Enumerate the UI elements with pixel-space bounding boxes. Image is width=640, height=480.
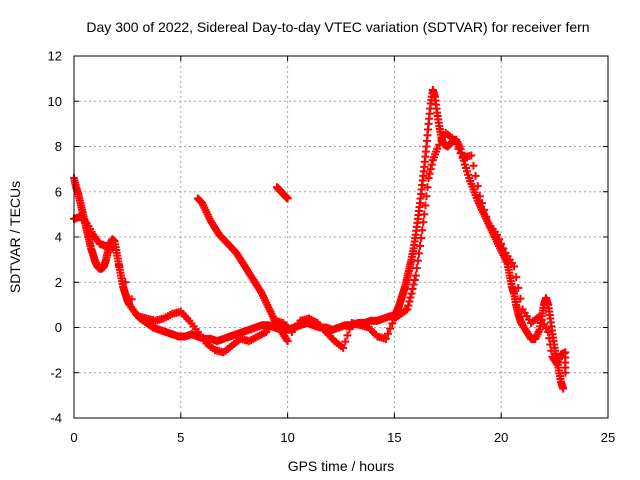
y-tick-label: 2	[55, 275, 62, 290]
data-point	[405, 297, 414, 306]
data-point	[469, 161, 478, 170]
data-point	[424, 174, 433, 183]
data-point	[127, 295, 136, 304]
data-point	[450, 135, 459, 144]
data-point	[401, 306, 410, 315]
data-point	[423, 183, 432, 192]
data-point	[544, 328, 553, 337]
x-tick-label: 5	[177, 430, 184, 445]
data-point	[516, 294, 525, 303]
data-point	[383, 329, 392, 338]
y-tick-label: 6	[55, 184, 62, 199]
data-point	[412, 264, 421, 273]
data-point	[345, 325, 354, 334]
data-point	[417, 234, 426, 243]
data-point	[419, 218, 428, 227]
data-point	[121, 278, 130, 287]
data-point	[283, 337, 292, 346]
data-point	[409, 280, 418, 289]
data-point	[452, 140, 461, 149]
data-point	[512, 273, 521, 282]
data-point	[467, 151, 476, 160]
y-tick-label: 10	[48, 94, 62, 109]
data-point	[283, 194, 292, 203]
x-axis-label: GPS time / hours	[288, 458, 395, 474]
data-point	[418, 226, 427, 235]
data-point	[475, 192, 484, 201]
data-point	[416, 242, 425, 251]
data-point	[561, 368, 570, 377]
data-point	[388, 319, 397, 328]
data-point	[403, 305, 412, 314]
data-point	[426, 165, 435, 174]
series-secondary-trace	[70, 128, 570, 377]
data-point	[480, 205, 489, 214]
data-point	[420, 210, 429, 219]
chart-title: Day 300 of 2022, Sidereal Day-to-day VTE…	[86, 19, 589, 35]
data-point	[406, 293, 415, 302]
data-point	[425, 169, 434, 178]
data-point	[497, 239, 506, 248]
x-tick-label: 10	[280, 430, 294, 445]
data-points	[70, 85, 570, 393]
data-point	[413, 256, 422, 265]
data-point	[499, 244, 508, 253]
data-point	[547, 346, 556, 355]
data-point	[343, 331, 352, 340]
data-point	[427, 160, 436, 169]
data-point	[473, 182, 482, 191]
data-point	[454, 144, 463, 153]
series-isolated-segment	[272, 183, 292, 203]
data-point	[477, 199, 486, 208]
y-tick-label: -2	[50, 365, 62, 380]
data-point	[404, 301, 413, 310]
y-tick-label: 8	[55, 139, 62, 154]
data-point	[559, 384, 568, 393]
data-point	[341, 337, 350, 346]
data-point	[108, 244, 117, 253]
data-point	[514, 283, 523, 292]
data-point	[421, 201, 430, 210]
x-tick-label: 20	[494, 430, 508, 445]
y-tick-label: 12	[48, 49, 62, 64]
data-point	[410, 275, 419, 284]
data-point	[407, 289, 416, 298]
x-tick-label: 25	[601, 430, 615, 445]
data-point	[422, 192, 431, 201]
grid-lines	[74, 56, 608, 418]
data-point	[482, 212, 491, 221]
data-point	[492, 230, 501, 239]
axis-ticks: 0 5 10 15 20 25 -4 -2 0 2 4 6 8 10 12	[48, 49, 616, 446]
data-point	[495, 235, 504, 244]
data-point	[411, 271, 420, 280]
data-point	[545, 334, 554, 343]
data-point	[546, 340, 555, 349]
data-point	[456, 149, 465, 158]
data-point	[414, 249, 423, 258]
data-point	[386, 324, 395, 333]
y-tick-label: 0	[55, 320, 62, 335]
x-tick-label: 0	[70, 430, 77, 445]
data-point	[471, 171, 480, 180]
y-tick-label: 4	[55, 230, 62, 245]
data-point	[114, 261, 123, 270]
plot-frame	[73, 55, 609, 419]
y-tick-label: -4	[50, 411, 62, 426]
series-main-trace	[70, 85, 568, 393]
data-point	[381, 334, 390, 343]
data-point	[510, 262, 519, 271]
data-point	[408, 285, 417, 294]
data-point	[339, 343, 348, 352]
series-descending-arc	[193, 194, 292, 346]
x-tick-label: 15	[387, 430, 401, 445]
y-axis-label: SDTVAR / TECUs	[7, 181, 23, 293]
